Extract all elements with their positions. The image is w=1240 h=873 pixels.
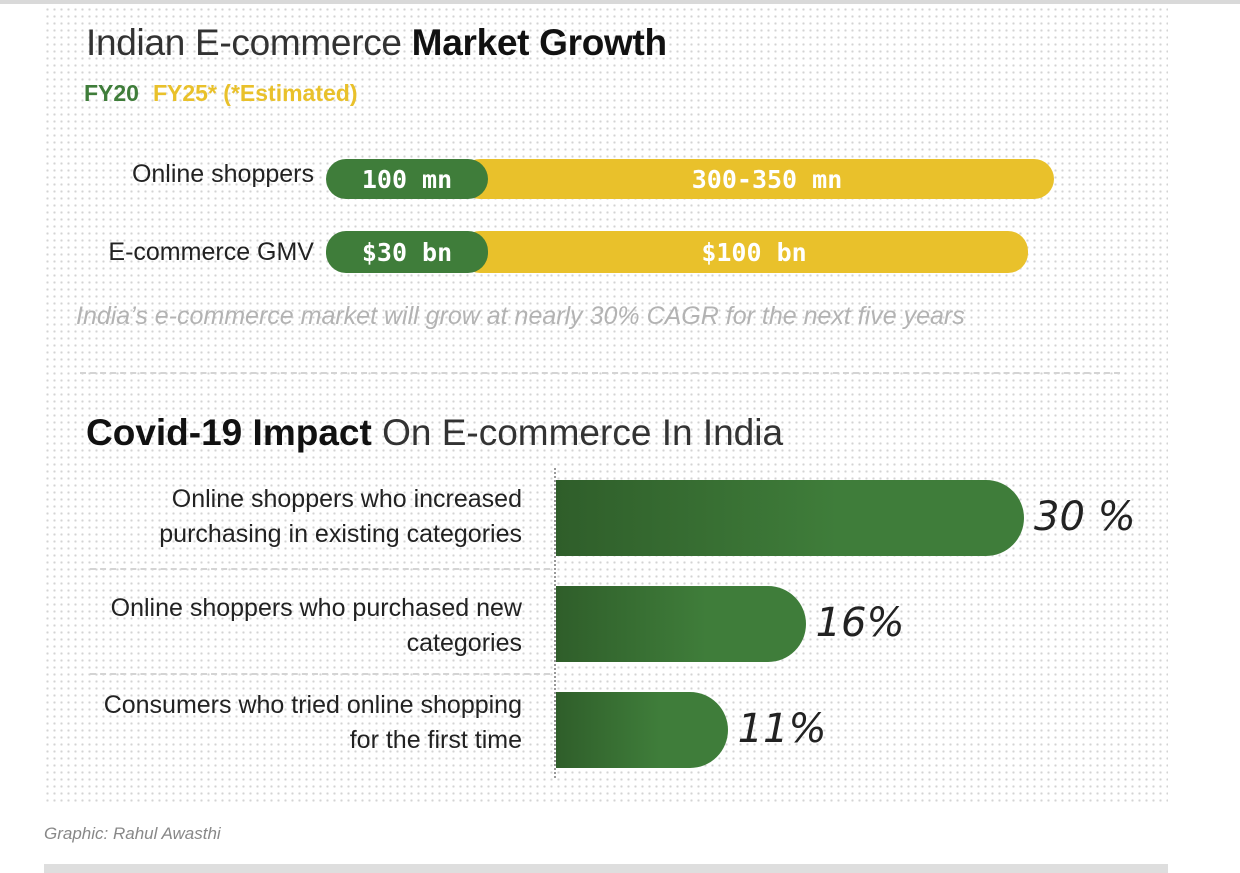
bar-fy20-online-shoppers: 100 mn: [326, 159, 488, 199]
covid-bar-1: [556, 480, 1024, 556]
covid-bar-2: [556, 586, 806, 662]
covid-bar-3: [556, 692, 728, 768]
chart-title-market-growth: Indian E-commerce Market Growth: [86, 22, 667, 63]
row-separator: [90, 568, 550, 570]
bar-label-fy25-online-shoppers: 300-350 mn: [691, 164, 843, 194]
section-divider: [80, 372, 1120, 374]
bar-label-fy20-online-shoppers: 100 mn: [361, 164, 453, 194]
category-label-increased-purchasing: Online shoppers who increased purchasing…: [159, 485, 522, 548]
bar-fy20-gmv: $30 bn: [326, 231, 488, 273]
covid-bar-value-3: 11%: [737, 706, 827, 752]
infographic-panel: [44, 6, 1168, 806]
category-label-new-categories: Online shoppers who purchased new catego…: [110, 594, 522, 657]
cagr-note: India’s e-commerce market will grow at n…: [76, 302, 965, 330]
covid-bar-value-1: 30 %: [1034, 494, 1136, 540]
bar-axis: [554, 468, 556, 778]
bar-label-fy25-gmv: $100 bn: [701, 237, 807, 267]
top-border: [0, 0, 1240, 4]
bottom-border: [44, 864, 1168, 873]
legend-fy20: FY20: [84, 80, 139, 106]
legend: FY20 FY25* (*Estimated): [84, 80, 358, 107]
covid-bar-value-2: 16%: [815, 600, 905, 646]
bar-fy25-online-shoppers: 300-350 mn: [460, 159, 1054, 199]
chart-title-covid-impact: Covid-19 Impact On E-commerce In India: [86, 412, 784, 453]
bar-label-fy20-gmv: $30 bn: [361, 237, 453, 267]
graphic-credit: Graphic: Rahul Awasthi: [44, 824, 221, 843]
row-separator: [90, 673, 550, 675]
bar-fy25-gmv: $100 bn: [460, 231, 1028, 273]
category-label-online-shoppers: Online shoppers: [131, 160, 314, 188]
legend-fy25: FY25* (*Estimated): [152, 80, 358, 106]
category-label-gmv: E-commerce GMV: [108, 238, 314, 266]
category-label-first-time: Consumers who tried online shopping for …: [103, 691, 522, 754]
